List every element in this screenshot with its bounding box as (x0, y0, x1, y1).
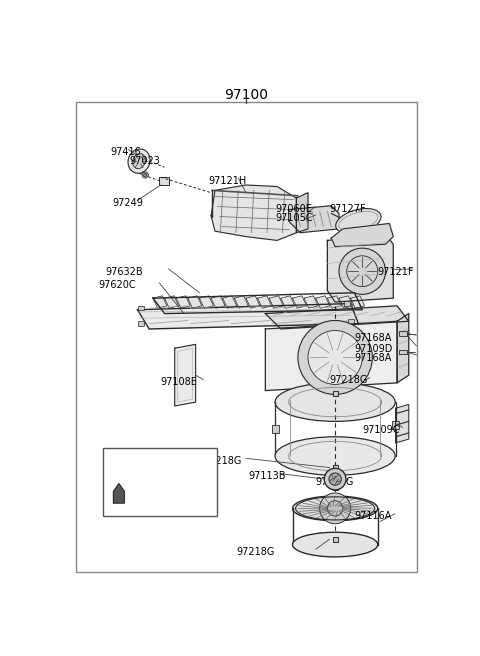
Polygon shape (211, 185, 296, 240)
Polygon shape (113, 483, 124, 503)
Polygon shape (339, 296, 353, 308)
Text: 97218G: 97218G (316, 477, 354, 487)
Ellipse shape (128, 149, 150, 173)
Polygon shape (165, 296, 179, 308)
Ellipse shape (144, 173, 147, 176)
Text: 97168A: 97168A (355, 353, 392, 363)
Polygon shape (223, 296, 237, 308)
Bar (344, 301, 350, 306)
Bar (138, 306, 144, 310)
Text: 97218G: 97218G (204, 456, 242, 466)
Bar (333, 485, 338, 490)
Text: 97105C: 97105C (276, 213, 313, 222)
Polygon shape (211, 296, 225, 308)
Text: 97060E: 97060E (276, 204, 312, 215)
Ellipse shape (292, 532, 378, 557)
Bar (333, 465, 338, 470)
Text: 97109C: 97109C (362, 425, 400, 435)
Text: 97108E: 97108E (161, 377, 198, 388)
Polygon shape (265, 306, 409, 329)
Ellipse shape (142, 172, 148, 178)
Bar (272, 425, 279, 433)
Circle shape (308, 331, 362, 384)
Polygon shape (292, 296, 306, 308)
Bar (399, 350, 407, 354)
Text: 97109D: 97109D (355, 344, 393, 354)
Bar (103, 448, 217, 516)
Text: 97249: 97249 (113, 198, 144, 208)
Polygon shape (304, 296, 318, 308)
Polygon shape (234, 296, 248, 308)
Circle shape (324, 468, 346, 490)
Bar (392, 421, 399, 429)
Bar (159, 177, 168, 185)
Polygon shape (137, 304, 359, 329)
Polygon shape (316, 296, 330, 308)
Ellipse shape (275, 383, 395, 421)
Polygon shape (258, 296, 272, 308)
Text: 97168A: 97168A (355, 333, 392, 343)
Polygon shape (296, 193, 308, 233)
Text: 97632B: 97632B (105, 266, 143, 277)
Text: 97620C: 97620C (99, 281, 136, 291)
Bar (138, 321, 144, 326)
Circle shape (320, 493, 350, 523)
Polygon shape (153, 296, 167, 308)
Circle shape (298, 321, 372, 394)
Text: 97023: 97023 (130, 155, 161, 166)
Ellipse shape (336, 209, 381, 234)
Polygon shape (246, 296, 260, 308)
Bar (333, 537, 338, 543)
Text: 97113B: 97113B (248, 472, 286, 482)
Bar (333, 390, 338, 396)
Text: 97116A: 97116A (355, 512, 392, 522)
Polygon shape (265, 321, 397, 390)
Ellipse shape (132, 154, 145, 169)
Polygon shape (327, 296, 341, 308)
Text: 97121H: 97121H (209, 176, 247, 186)
Polygon shape (327, 234, 393, 302)
Bar (399, 331, 407, 336)
Text: 97127F: 97127F (330, 204, 366, 215)
Text: A/CON): A/CON) (110, 465, 152, 475)
Polygon shape (396, 405, 409, 443)
Text: 97176E: 97176E (135, 495, 172, 505)
Text: (FULL AUTO: (FULL AUTO (110, 455, 168, 464)
Circle shape (327, 501, 343, 516)
Polygon shape (288, 206, 339, 233)
Polygon shape (331, 224, 393, 247)
Text: 97121F: 97121F (378, 266, 414, 277)
Text: 97218G: 97218G (236, 547, 275, 557)
Polygon shape (350, 296, 365, 308)
Polygon shape (175, 344, 196, 406)
Polygon shape (397, 314, 409, 383)
Text: 97218G: 97218G (330, 375, 368, 385)
Text: 97100: 97100 (224, 88, 268, 102)
Polygon shape (269, 296, 283, 308)
Polygon shape (200, 296, 214, 308)
Polygon shape (281, 296, 295, 308)
Circle shape (329, 473, 341, 485)
Ellipse shape (275, 437, 395, 475)
Circle shape (339, 248, 385, 295)
Polygon shape (188, 296, 202, 308)
Polygon shape (176, 296, 190, 308)
Text: 97416: 97416 (110, 147, 141, 157)
Ellipse shape (292, 496, 378, 521)
Bar (348, 319, 354, 323)
